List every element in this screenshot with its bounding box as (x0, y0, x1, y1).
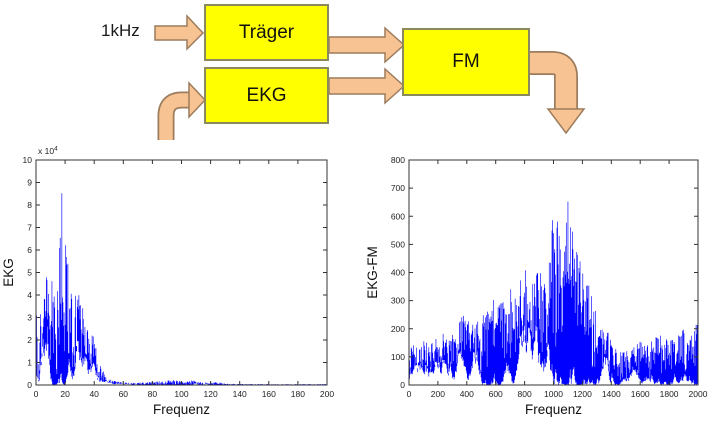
y-tick-label: 10 (23, 155, 33, 165)
y-axis-label: EKG (1, 258, 16, 287)
y-tick-label: 400 (391, 268, 405, 278)
block-traeger: Träger (204, 4, 329, 61)
diagram-arrows (154, 14, 586, 140)
y-scale-label: x 104 (38, 146, 58, 157)
y-tick-label: 8 (27, 200, 32, 210)
spectrum-trace (408, 201, 699, 385)
y-tick-label: 6 (27, 245, 32, 255)
x-tick-label: 1800 (660, 389, 679, 399)
y-tick-label: 500 (391, 239, 405, 249)
y-tick-label: 200 (391, 324, 405, 334)
spectrum-trace (35, 193, 328, 385)
x-tick-label: 2000 (689, 389, 708, 399)
x-tick-label: 200 (431, 389, 445, 399)
x-tick-label: 160 (262, 389, 276, 399)
y-tick-label: 5 (27, 268, 32, 278)
x-tick-label: 0 (34, 389, 39, 399)
x-axis-label: Frequenz (153, 402, 210, 417)
block-traeger-label: Träger (238, 21, 295, 43)
x-tick-label: 40 (89, 389, 99, 399)
y-axis-label: EKG-FM (365, 246, 380, 299)
y-tick-label: 4 (27, 290, 32, 300)
arrow-fm-output-icon (530, 51, 586, 135)
block-ekg: EKG (204, 67, 329, 124)
x-tick-label: 600 (489, 389, 503, 399)
y-tick-label: 7 (27, 223, 32, 233)
x-tick-label: 100 (174, 389, 188, 399)
y-tick-label: 9 (27, 178, 32, 188)
block-ekg-label: EKG (246, 84, 287, 106)
arrow-ekg-to-fm-icon (328, 67, 406, 105)
x-tick-label: 1200 (573, 389, 592, 399)
input-frequency-label: 1kHz (101, 21, 140, 40)
x-axis-label: Frequenz (525, 402, 582, 417)
y-tick-label: 3 (27, 313, 32, 323)
x-tick-label: 120 (204, 389, 218, 399)
y-tick-label: 800 (391, 155, 405, 165)
block-fm: FM (402, 28, 530, 96)
y-tick-label: 1 (27, 358, 32, 368)
arrow-input-to-traeger-icon (154, 14, 205, 51)
x-tick-label: 400 (460, 389, 474, 399)
x-tick-label: 1600 (631, 389, 650, 399)
x-tick-label: 80 (148, 389, 158, 399)
y-tick-label: 100 (391, 352, 405, 362)
x-tick-label: 140 (233, 389, 247, 399)
y-tick-label: 2 (27, 335, 32, 345)
x-tick-label: 1000 (544, 389, 563, 399)
x-tick-label: 200 (320, 389, 334, 399)
plot-ekg-spectrum: 0 20 40 60 80 100 120 140 160 180 200 0 1 2 3 4 5 6 7 8 9 10 F… (1, 146, 334, 418)
x-tick-label: 180 (291, 389, 305, 399)
x-tick-label: 800 (518, 389, 532, 399)
x-tick-label: 0 (407, 389, 412, 399)
y-tick-label: 600 (391, 211, 405, 221)
y-tick-label: 700 (391, 183, 405, 193)
arrow-input-to-ekg-icon (157, 81, 207, 140)
x-tick-label: 20 (60, 389, 70, 399)
arrow-traeger-to-fm-icon (328, 26, 406, 64)
y-tick-label: 0 (400, 380, 405, 390)
x-tick-label: 1400 (602, 389, 621, 399)
x-tick-label: 60 (119, 389, 129, 399)
y-tick-label: 300 (391, 296, 405, 306)
block-fm-label: FM (452, 51, 480, 72)
plot-ekgfm-spectrum: 0 200 400 600 800 1000 1200 1400 1600 1800 2000 0 10… (365, 155, 708, 417)
y-tick-label: 0 (27, 380, 32, 390)
